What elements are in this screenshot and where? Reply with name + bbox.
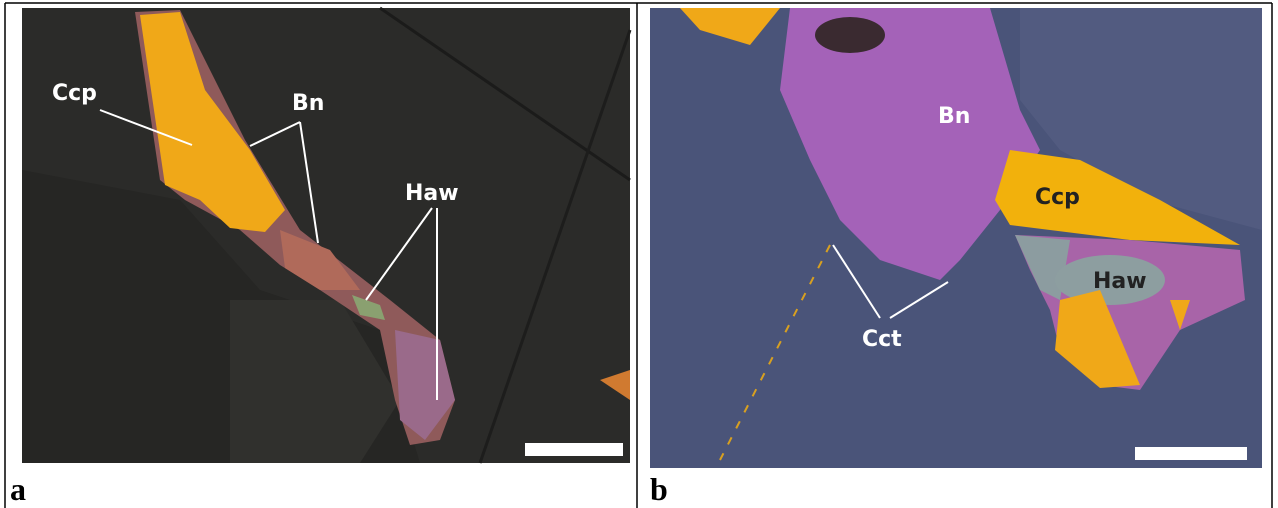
panel-label: b	[650, 471, 668, 507]
annotation: Ccp	[52, 81, 97, 106]
figure: Ccp Bn Haw Bn Ccp Haw Cct a b	[0, 0, 1278, 508]
annotation: Haw	[1093, 269, 1147, 294]
micrograph-b	[650, 8, 1262, 468]
panel-label: a	[10, 471, 26, 507]
annotation: Ccp	[1035, 185, 1080, 210]
annotation: Bn	[938, 104, 970, 129]
annotation: Haw	[405, 181, 459, 206]
annotation: Cct	[862, 327, 902, 352]
annotation: Bn	[292, 91, 324, 116]
micrograph-a	[22, 8, 630, 463]
